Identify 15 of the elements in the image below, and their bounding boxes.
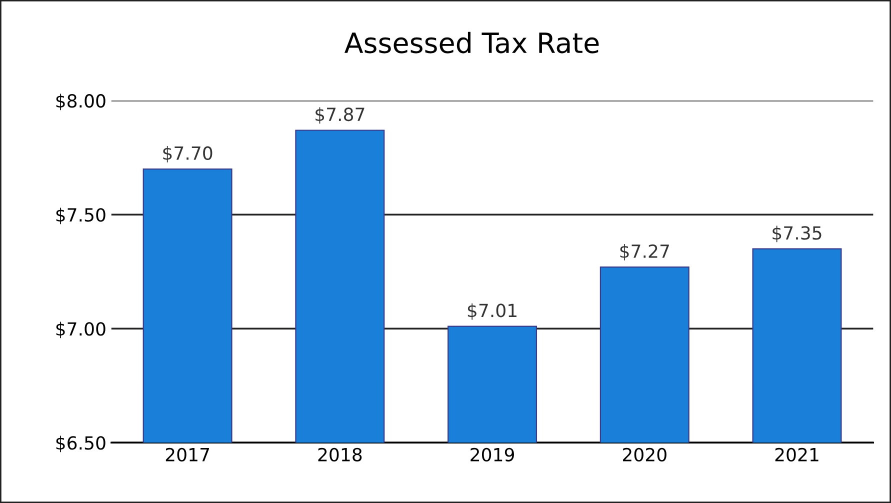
data-label: $7.27 xyxy=(620,244,669,260)
x-tick-label: 2017 xyxy=(166,448,209,462)
x-tick-label: 2020 xyxy=(622,448,666,462)
y-tick-label: $8.00 xyxy=(56,94,106,110)
data-label: $7.70 xyxy=(163,146,212,162)
chart-title: Assessed Tax Rate xyxy=(344,32,599,54)
y-tick-label: $7.50 xyxy=(56,208,106,224)
data-label: $7.87 xyxy=(316,107,364,124)
x-tick-label: 2019 xyxy=(470,448,514,462)
x-tick-label: 2018 xyxy=(318,448,362,462)
y-tick-label: $7.00 xyxy=(56,322,106,338)
data-label: $7.01 xyxy=(468,303,516,320)
y-tick-label: $6.50 xyxy=(56,436,106,452)
x-tick-label: 2021 xyxy=(775,448,818,462)
data-label: $7.35 xyxy=(772,226,822,242)
